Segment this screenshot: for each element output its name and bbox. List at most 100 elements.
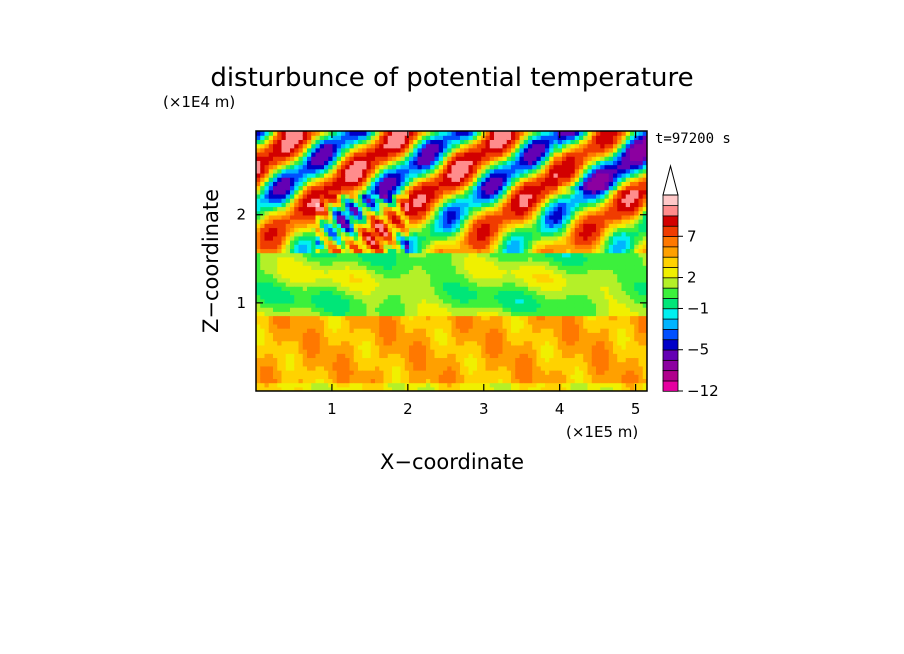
field-cell [362, 336, 368, 342]
field-cell [277, 261, 283, 266]
field-cell [468, 256, 474, 262]
field-cell [426, 210, 431, 216]
field-cell [375, 302, 380, 308]
field-cell [421, 286, 427, 291]
field-cell [532, 143, 538, 149]
field-cell [379, 185, 385, 191]
field-cell [290, 315, 295, 321]
field-cell [426, 185, 431, 191]
field-cell [404, 302, 410, 308]
field-cell [502, 273, 508, 279]
field-cell [455, 315, 461, 321]
field-cell [311, 374, 317, 380]
field-cell [285, 151, 291, 157]
field-cell [332, 273, 338, 279]
field-cell [256, 374, 261, 380]
field-cell [302, 336, 308, 342]
field-cell [523, 177, 529, 182]
field-cell [375, 252, 380, 258]
field-cell [319, 168, 325, 174]
field-cell [366, 198, 372, 203]
field-cell [290, 307, 295, 312]
field-cell [557, 286, 563, 291]
field-cell [256, 357, 261, 363]
field-cell [319, 256, 325, 262]
field-cell [268, 252, 274, 258]
field-cell [570, 164, 576, 170]
field-cell [515, 357, 521, 363]
field-cell [528, 168, 533, 174]
field-cell [460, 265, 465, 270]
field-cell [570, 240, 576, 245]
field-cell [489, 240, 495, 245]
field-cell [528, 210, 533, 216]
field-cell [562, 248, 567, 254]
field-cell [417, 353, 423, 359]
field-cell [260, 302, 266, 308]
field-cell [362, 298, 368, 304]
field-cell [307, 336, 312, 342]
field-cell [341, 265, 346, 270]
field-cell [557, 214, 563, 220]
field-cell [481, 244, 487, 250]
field-cell [341, 349, 346, 354]
field-cell [421, 353, 427, 359]
field-cell [307, 214, 312, 220]
field-cell [315, 349, 321, 354]
field-cell [387, 252, 393, 258]
field-cell [511, 269, 516, 275]
field-cell [392, 386, 397, 391]
field-cell [451, 361, 457, 367]
field-cell [307, 143, 312, 149]
field-cell [553, 168, 559, 174]
field-cell [383, 168, 389, 174]
field-cell [489, 151, 495, 157]
field-cell [566, 277, 572, 283]
field-cell [540, 214, 546, 220]
field-cell [268, 265, 274, 270]
field-cell [523, 164, 529, 170]
field-cell [358, 261, 363, 266]
field-cell [324, 265, 329, 270]
field-cell [370, 252, 376, 258]
field-cell [264, 374, 270, 380]
field-cell [443, 273, 448, 279]
field-cell [498, 311, 504, 317]
field-cell [256, 386, 261, 391]
field-cell [434, 323, 440, 329]
field-cell [574, 235, 580, 241]
field-cell [413, 210, 419, 216]
field-cell [256, 332, 261, 338]
field-cell [302, 382, 308, 388]
field-cell [506, 244, 512, 250]
field-cell [485, 185, 491, 191]
field-cell [324, 143, 329, 149]
field-cell [506, 206, 512, 212]
field-cell [583, 156, 589, 161]
field-cell [341, 244, 346, 250]
field-cell [370, 223, 376, 229]
field-cell [358, 193, 363, 199]
field-cell [506, 290, 512, 296]
field-cell [506, 386, 512, 391]
field-cell [498, 302, 504, 308]
field-cell [557, 151, 563, 157]
field-cell [451, 172, 457, 178]
field-cell [574, 298, 580, 304]
field-cell [426, 147, 431, 153]
field-cell [319, 311, 325, 317]
field-cell [481, 340, 487, 346]
field-cell [579, 261, 584, 266]
field-cell [477, 370, 482, 375]
field-cell [519, 147, 525, 153]
field-cell [566, 344, 572, 350]
field-cell [417, 151, 423, 157]
field-cell [264, 160, 270, 166]
field-cell [260, 328, 266, 333]
field-cell [494, 177, 499, 182]
field-cell [434, 290, 440, 296]
field-cell [553, 235, 559, 241]
field-cell [353, 286, 359, 291]
field-cell [536, 206, 542, 212]
field-cell [566, 177, 572, 182]
